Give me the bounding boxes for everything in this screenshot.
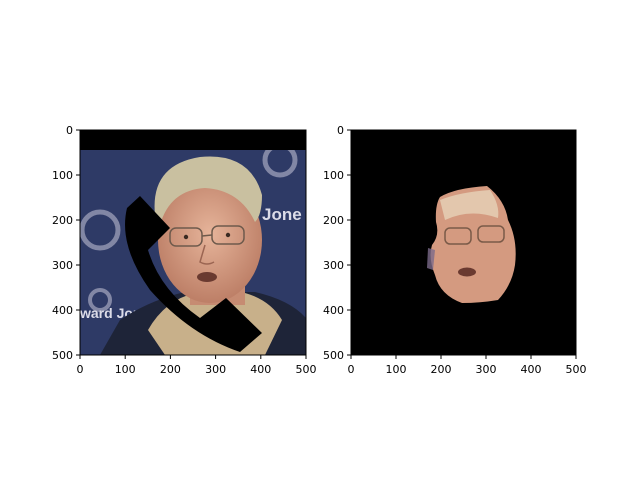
right-xtick-label: 400 — [521, 363, 542, 376]
right-image-panel: 0 100 200 300 400 500 0 100 200 300 400 500 — [323, 124, 587, 376]
left-xtick-label: 0 — [77, 363, 84, 376]
mouth — [197, 272, 217, 282]
right-photo — [351, 130, 576, 355]
right-xtick-label: 0 — [348, 363, 355, 376]
left-xtick-label: 200 — [160, 363, 181, 376]
left-ytick-label: 200 — [52, 214, 73, 227]
right-ytick-label: 0 — [337, 124, 344, 137]
segmented-mouth — [458, 267, 476, 277]
left-ytick-label: 0 — [66, 124, 73, 137]
right-ticks: 0 100 200 300 400 500 0 100 200 300 400 500 — [323, 124, 587, 376]
left-xtick-label: 500 — [296, 363, 317, 376]
right-ytick-label: 200 — [323, 214, 344, 227]
left-ticks: 0 100 200 300 400 500 0 100 200 300 400 500 — [52, 124, 317, 376]
right-xtick-label: 500 — [566, 363, 587, 376]
segmented-hair — [440, 190, 499, 220]
left-image-panel: Jone ward Jon — [52, 124, 317, 376]
glasses — [169, 225, 245, 247]
right-xtick-label: 100 — [386, 363, 407, 376]
right-ytick-label: 100 — [323, 169, 344, 182]
diagonal-mask — [125, 196, 263, 352]
left-axes-frame — [79, 129, 307, 356]
right-xtick-label: 300 — [476, 363, 497, 376]
right-ytick-label: 300 — [323, 259, 344, 272]
backdrop-text-jone: Jone — [262, 205, 302, 224]
segmented-glasses — [444, 225, 505, 245]
face — [158, 177, 262, 303]
left-ytick-label: 500 — [52, 349, 73, 362]
left-ytick-label: 100 — [52, 169, 73, 182]
left-ytick-label: 300 — [52, 259, 73, 272]
left-xtick-label: 300 — [205, 363, 226, 376]
right-ytick-label: 500 — [323, 349, 344, 362]
left-photo: Jone ward Jon — [80, 130, 306, 355]
top-mask-band — [80, 130, 306, 150]
left-ytick-label: 400 — [52, 304, 73, 317]
left-xtick-label: 100 — [115, 363, 136, 376]
segment-edge — [427, 248, 435, 270]
left-xtick-label: 400 — [250, 363, 271, 376]
right-ytick-label: 400 — [323, 304, 344, 317]
right-axes-frame — [350, 129, 577, 356]
hair — [154, 156, 262, 225]
right-xtick-label: 200 — [431, 363, 452, 376]
